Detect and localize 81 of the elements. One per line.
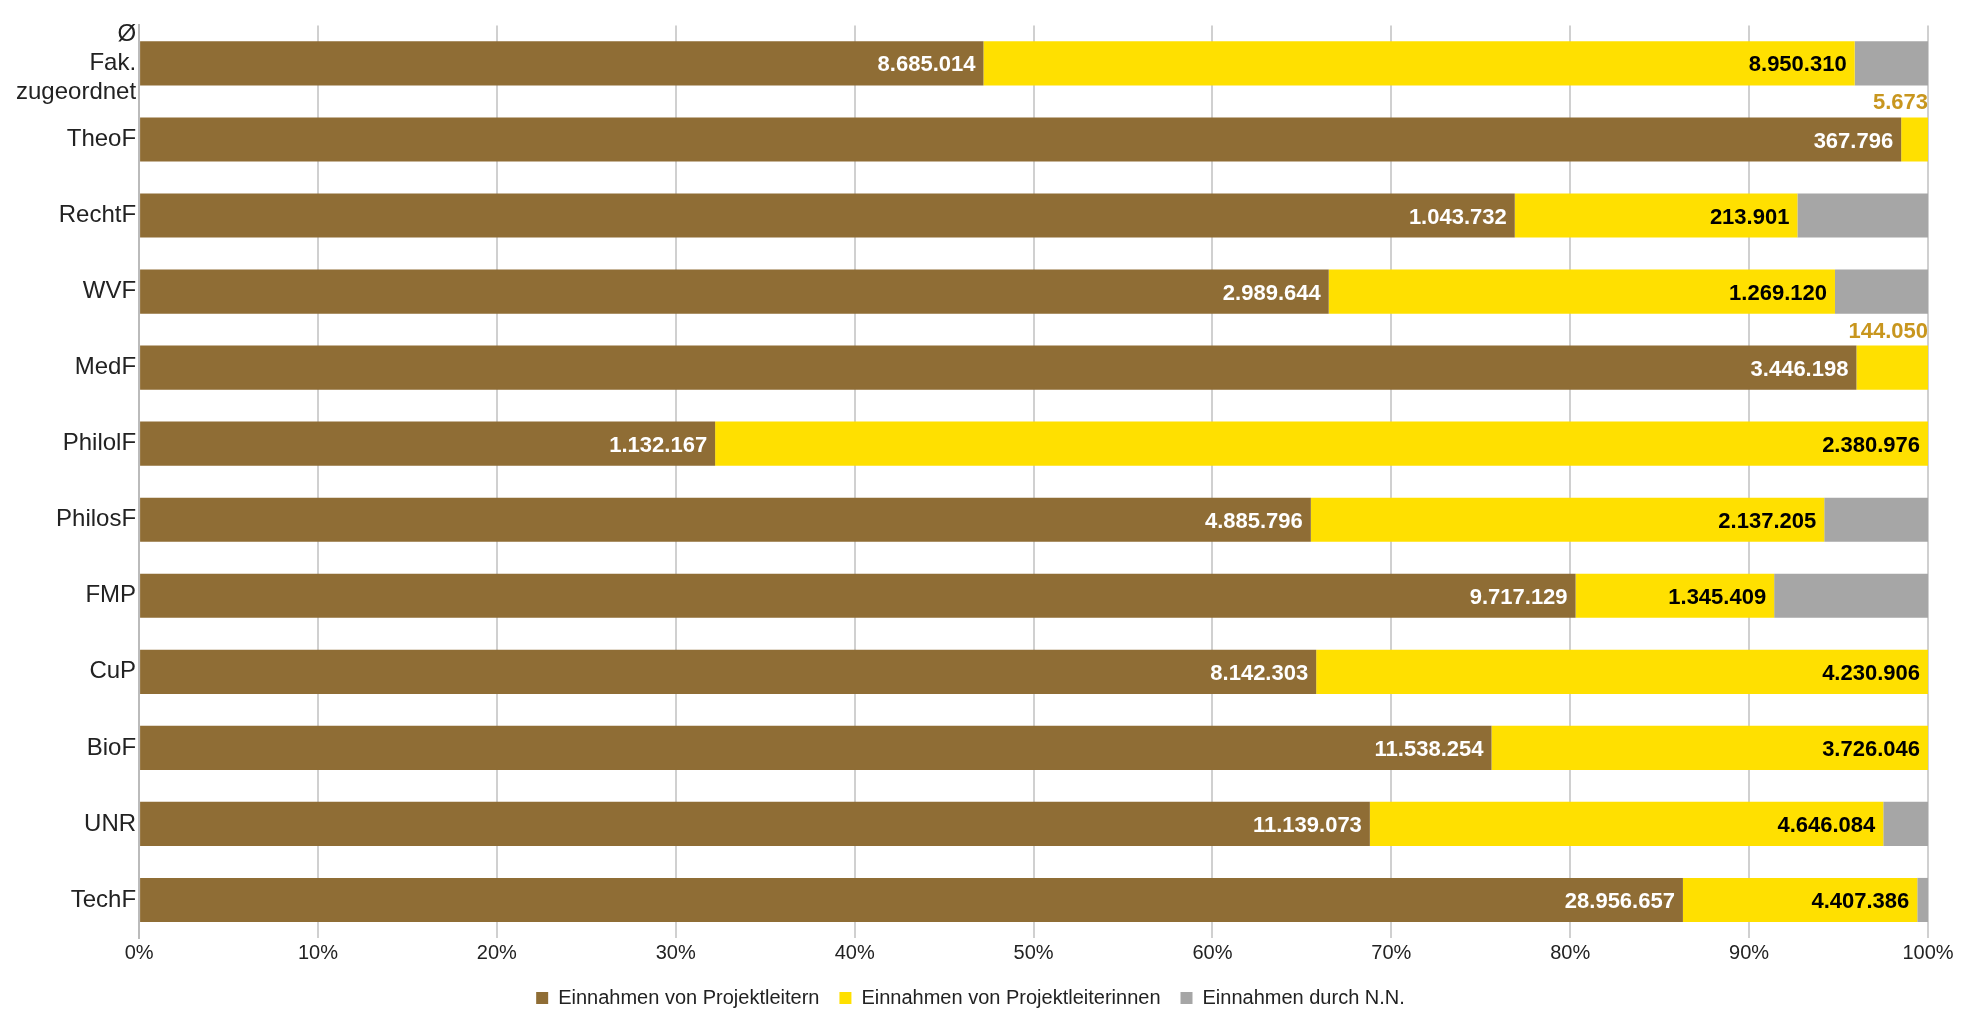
y-tick-label: BioF <box>86 732 137 760</box>
bar <box>1491 725 1928 770</box>
bar <box>140 877 1683 923</box>
x-tick-label: 10% <box>297 940 339 963</box>
bar <box>1369 801 1884 846</box>
annotation: 5.673 <box>1872 89 1928 115</box>
bar <box>140 193 1515 238</box>
bar <box>140 345 1857 390</box>
bar <box>1328 269 1835 314</box>
bar <box>1917 877 1928 923</box>
x-tick-label: 20% <box>476 940 518 963</box>
y-tick-label: FMP <box>85 580 137 608</box>
bar <box>140 725 1492 770</box>
annotation: 3.446.198 <box>1750 355 1849 381</box>
x-tick-label: 30% <box>655 940 696 963</box>
annotation: 4.407.386 <box>1811 888 1910 914</box>
bar <box>715 421 1928 466</box>
y-tick-label: PhilolF <box>62 428 137 456</box>
bar <box>1514 193 1798 238</box>
bar <box>1797 193 1928 238</box>
annotation: 8.685.014 <box>877 51 977 77</box>
annotation: 11.139.073 <box>1252 811 1362 837</box>
annotation: 1.269.120 <box>1729 279 1827 305</box>
annotation: 4.885.796 <box>1204 507 1303 533</box>
y-tick-label: WVF <box>82 276 137 304</box>
x-tick-label: 100% <box>1902 940 1954 963</box>
y-tick-label: TechF <box>70 884 137 912</box>
annotation: 213.901 <box>1709 203 1790 229</box>
bar <box>1774 573 1928 618</box>
bar <box>1575 573 1775 618</box>
bar <box>140 117 1902 162</box>
bar <box>1834 269 1928 314</box>
legend-label: Einnahmen von Projektleitern <box>558 985 820 1008</box>
y-tick-label: TheoF <box>66 124 137 152</box>
bar <box>1824 497 1928 542</box>
bar <box>1883 801 1928 846</box>
annotation: 4.230.906 <box>1822 659 1920 685</box>
annotation: 2.380.976 <box>1822 431 1920 457</box>
annotation: 367.796 <box>1813 127 1894 153</box>
bar <box>1310 497 1825 542</box>
legend-label: Einnahmen von Projektleiterinnen <box>861 985 1161 1008</box>
y-tick-label: UNR <box>84 808 137 836</box>
annotation: 4.646.084 <box>1777 811 1877 837</box>
annotation: 28.956.657 <box>1564 888 1675 914</box>
x-tick-label: 50% <box>1013 940 1054 963</box>
bar <box>983 41 1855 86</box>
annotation: 8.142.303 <box>1210 659 1309 685</box>
bar <box>140 573 1576 618</box>
bar <box>1854 41 1928 86</box>
annotation: 11.538.254 <box>1374 735 1485 761</box>
x-tick-label: 70% <box>1371 940 1412 963</box>
bar <box>1901 117 1928 162</box>
x-tick-label: 0% <box>124 940 154 963</box>
y-tick-label: MedF <box>74 352 137 380</box>
x-tick-label: 90% <box>1729 940 1770 963</box>
legend-label: Einnahmen durch N.N. <box>1202 985 1405 1008</box>
annotation: 9.717.129 <box>1469 583 1568 609</box>
bar <box>140 41 984 86</box>
bar <box>140 421 716 466</box>
bar <box>1316 649 1928 694</box>
annotation: 1.043.732 <box>1408 203 1507 229</box>
annotation: 144.050 <box>1848 317 1928 343</box>
bar <box>140 497 1311 542</box>
bar <box>1682 877 1918 923</box>
annotation: 3.726.046 <box>1822 735 1920 761</box>
annotation: 1.345.409 <box>1668 583 1767 609</box>
annotation: 1.132.167 <box>609 431 708 457</box>
bar <box>1856 345 1928 390</box>
y-tick-label: PhilosF <box>56 504 137 532</box>
bar <box>140 801 1370 846</box>
y-tick-label: RechtF <box>58 200 137 228</box>
x-tick-label: 60% <box>1192 940 1233 963</box>
annotation: 2.989.644 <box>1222 279 1322 305</box>
x-tick-label: 40% <box>834 940 875 963</box>
y-tick-label: CuP <box>89 656 137 684</box>
bar <box>140 269 1329 314</box>
bar <box>140 649 1317 694</box>
x-tick-label: 80% <box>1550 940 1591 963</box>
annotation: 8.950.310 <box>1748 51 1847 77</box>
y-tick-label: Ø Fak. zugeordnet <box>16 19 137 104</box>
annotation: 2.137.205 <box>1718 507 1817 533</box>
